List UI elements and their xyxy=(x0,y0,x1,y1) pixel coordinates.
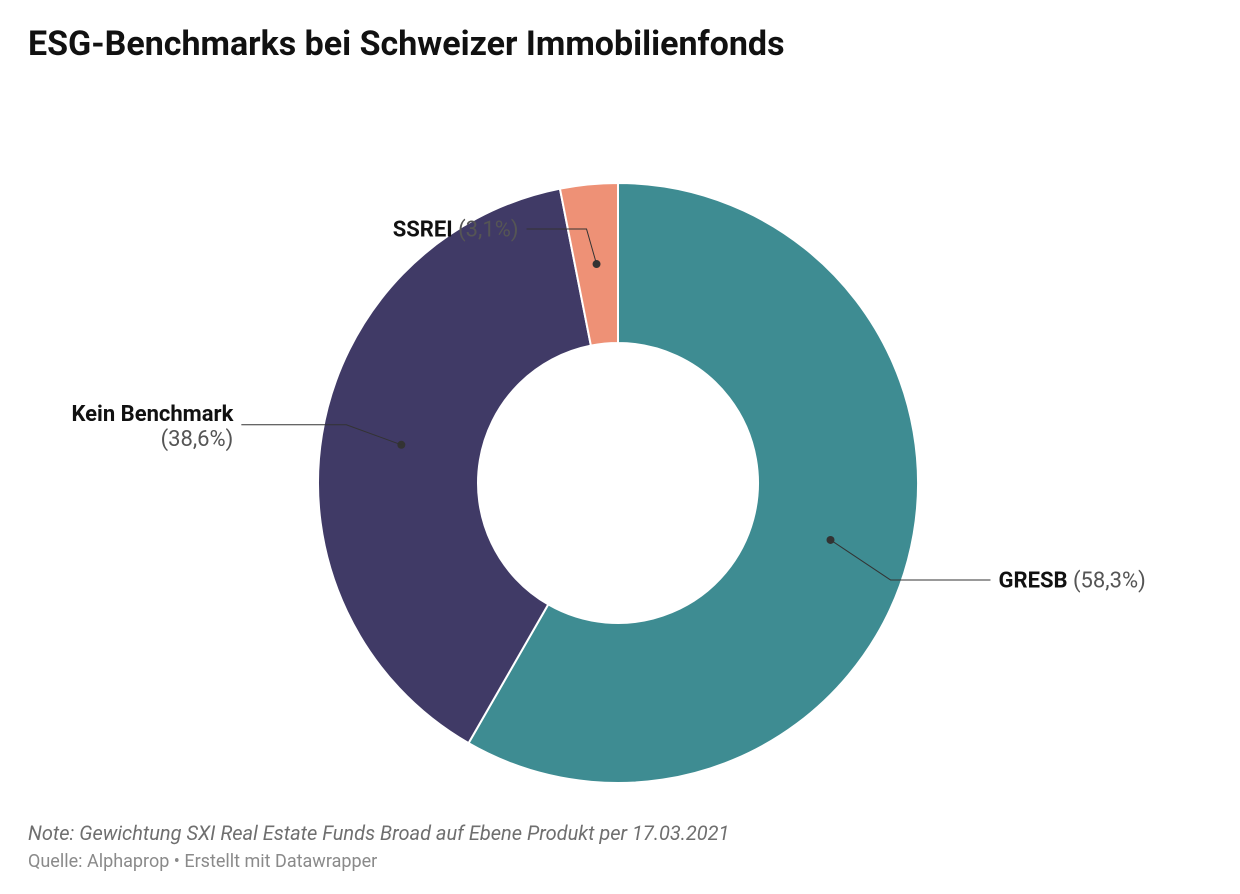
chart-container: ESG-Benchmarks bei Schweizer Immobilienf… xyxy=(0,0,1240,894)
source-name: Alphaprop xyxy=(87,851,169,872)
chart-title: ESG-Benchmarks bei Schweizer Immobilienf… xyxy=(28,24,1212,65)
slice-label-kein-benchmark: Kein Benchmark(38,6%) xyxy=(71,402,233,452)
chart-note: Note: Gewichtung SXI Real Estate Funds B… xyxy=(28,821,729,845)
slice-label-ssrei: SSREI (3,1%) xyxy=(393,218,519,243)
leader-dot xyxy=(593,260,601,268)
source-sep: • xyxy=(169,851,184,872)
donut-chart: GRESB (58,3%) Kein Benchmark(38,6%) SSREI … xyxy=(28,73,1212,833)
slice-label-gresb: GRESB (58,3%) xyxy=(999,568,1146,593)
source-prefix: Quelle: xyxy=(28,851,87,872)
chart-footer: Note: Gewichtung SXI Real Estate Funds B… xyxy=(28,821,729,872)
made-with: Erstellt mit Datawrapper xyxy=(184,851,377,872)
donut-svg: GRESB (58,3%) Kein Benchmark(38,6%) SSREI … xyxy=(28,73,1212,833)
note-text: Gewichtung SXI Real Estate Funds Broad a… xyxy=(79,821,729,845)
note-prefix: Note: xyxy=(28,821,79,845)
chart-source-line: Quelle: Alphaprop • Erstellt mit Datawra… xyxy=(28,851,729,872)
